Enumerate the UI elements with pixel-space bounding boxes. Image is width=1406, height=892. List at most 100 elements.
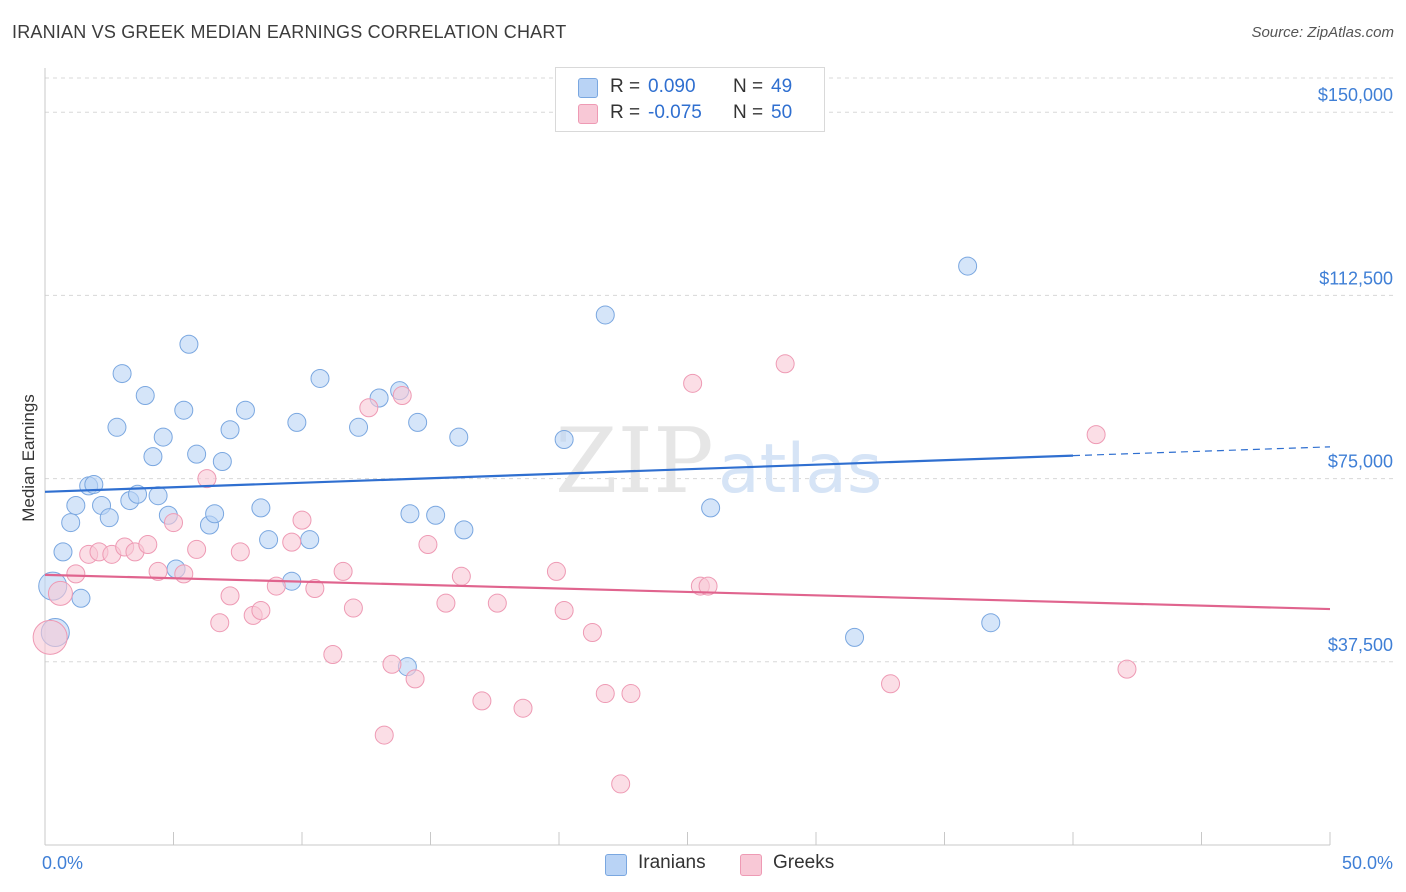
greek-point	[775, 354, 795, 374]
greeks-n-value: 50	[771, 102, 793, 123]
iranian-point	[53, 542, 73, 562]
greeks-r-label: R =	[610, 102, 641, 123]
iranian-point	[400, 504, 420, 524]
iranian-point	[595, 305, 615, 325]
y-tick-label: $75,000	[1328, 452, 1393, 472]
greek-point	[305, 579, 325, 599]
greek-point	[164, 513, 183, 533]
iranian-point	[205, 504, 225, 524]
greek-point	[323, 644, 343, 664]
greek-point	[611, 774, 631, 794]
iranians-n-value: 49	[771, 76, 793, 97]
iranians-legend-label: Iranians	[638, 852, 706, 873]
iranian-point	[107, 417, 127, 437]
iranian-point	[701, 498, 721, 518]
iranians-trend-line	[44, 454, 1074, 493]
greek-point	[251, 601, 271, 621]
greek-point	[392, 386, 412, 406]
greek-point	[230, 542, 250, 562]
iranians-trend-extension	[1072, 446, 1331, 457]
x-tick-label-min: 0.0%	[42, 853, 83, 873]
greek-point	[595, 684, 615, 704]
y-tick-label: $150,000	[1318, 85, 1393, 105]
label-layer: $37,500 $75,000 $112,500 $150,000 0.0% 50.0%	[42, 85, 1393, 873]
greek-point	[698, 576, 718, 596]
grid-layer	[45, 77, 1395, 663]
iranian-point	[179, 334, 199, 354]
greek-point	[513, 698, 533, 718]
greek-point	[554, 601, 574, 621]
greek-point	[487, 593, 507, 613]
iranian-point	[408, 412, 428, 432]
greeks-legend-label: Greeks	[773, 852, 835, 873]
iranian-point	[310, 368, 330, 388]
watermark-zip: ZIP	[555, 409, 714, 514]
greek-point	[472, 691, 492, 711]
greek-point	[1086, 425, 1106, 445]
iranian-point	[554, 430, 574, 450]
iranian-point	[174, 400, 194, 420]
greeks-r-value: -0.075	[648, 102, 702, 123]
x-tick-label-max: 50.0%	[1342, 853, 1393, 873]
greek-point	[138, 535, 158, 555]
axis-layer	[44, 68, 1331, 846]
iranian-point	[981, 613, 1001, 633]
greek-point	[333, 561, 353, 581]
iranian-point	[153, 427, 173, 447]
greek-point	[683, 373, 703, 393]
stats-legend: R = 0.090 N = 49 R = -0.075 N = 50	[555, 67, 825, 132]
greek-point	[405, 669, 425, 689]
iranian-point	[845, 627, 865, 647]
greek-point	[546, 561, 566, 581]
greek-point	[292, 510, 312, 530]
iranians-r-label: R =	[610, 76, 641, 97]
iranians-legend-swatch	[605, 854, 627, 876]
greek-point	[47, 580, 73, 606]
iranians-n-label: N =	[733, 76, 764, 97]
greek-point	[436, 593, 456, 613]
iranian-point	[135, 386, 155, 406]
greek-point	[418, 535, 438, 555]
greek-point	[174, 564, 194, 584]
greek-point	[220, 586, 240, 606]
greek-point	[210, 613, 230, 633]
points-layer	[32, 256, 1137, 794]
greeks-trend-line	[44, 573, 1331, 611]
iranian-point	[148, 486, 168, 506]
greek-point	[621, 684, 641, 704]
y-tick-label: $112,500	[1319, 268, 1393, 288]
y-tick-label: $37,500	[1328, 635, 1393, 655]
greeks-swatch	[578, 104, 598, 124]
greek-point	[881, 674, 901, 694]
watermark-atlas: atlas	[718, 430, 882, 509]
greek-point	[32, 619, 68, 655]
iranian-point	[251, 498, 271, 518]
iranians-swatch	[578, 78, 598, 98]
greek-point	[148, 561, 168, 581]
greek-point	[343, 598, 363, 618]
iranian-point	[426, 505, 446, 525]
iranians-r-value: 0.090	[648, 76, 696, 97]
greek-point	[187, 539, 207, 559]
source-label: Source: ZipAtlas.com	[1251, 24, 1394, 41]
iranian-point	[235, 400, 255, 420]
iranian-point	[66, 495, 86, 515]
iranian-point	[187, 444, 207, 464]
iranian-point	[212, 452, 232, 471]
greek-point	[66, 564, 86, 584]
iranian-point	[454, 520, 474, 540]
greek-point	[451, 566, 471, 586]
iranian-point	[112, 364, 132, 384]
chart-title: IRANIAN VS GREEK MEDIAN EARNINGS CORRELA…	[12, 22, 567, 42]
greeks-legend-swatch	[740, 854, 762, 876]
greeks-n-label: N =	[733, 102, 764, 123]
iranian-point	[449, 427, 469, 447]
iranian-point	[958, 256, 978, 276]
iranian-point	[61, 513, 81, 533]
greek-point	[582, 622, 602, 642]
iranian-point	[71, 588, 91, 608]
iranian-point	[143, 447, 163, 467]
greek-point	[282, 532, 302, 552]
iranian-point	[259, 530, 279, 550]
trend-layer	[44, 446, 1331, 611]
